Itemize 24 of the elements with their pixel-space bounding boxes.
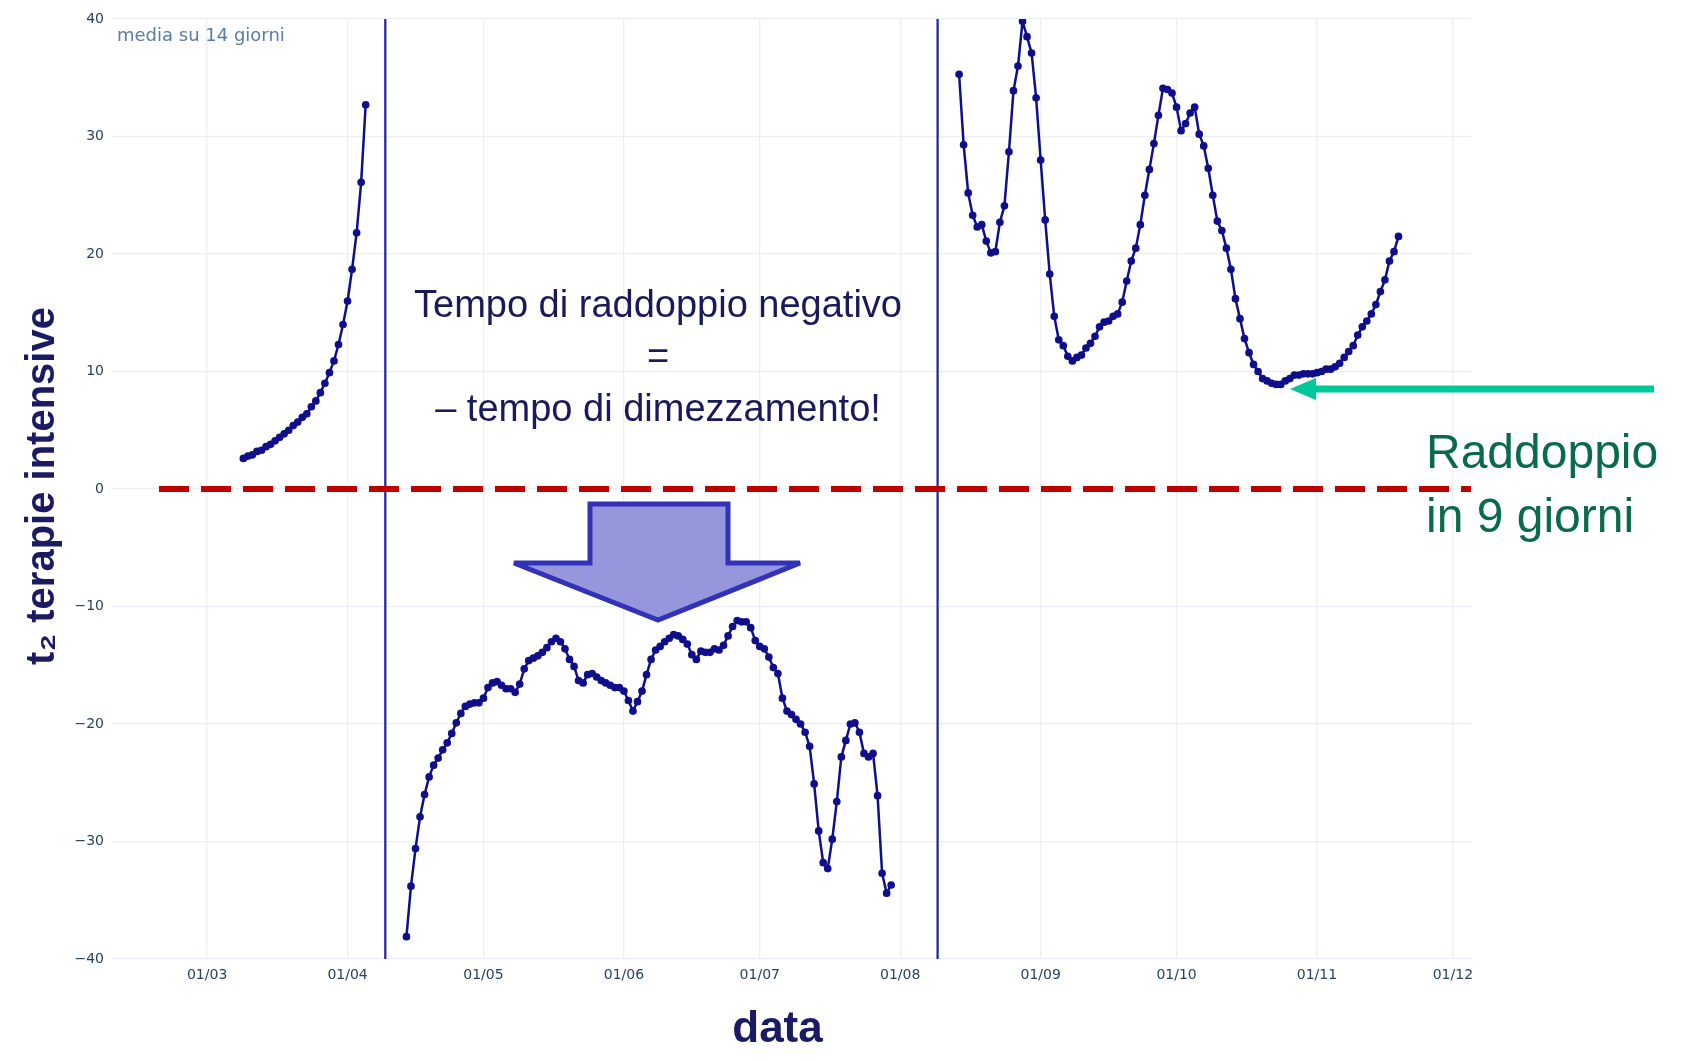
y-tick-label: −10: [74, 597, 104, 614]
y-tick-label: −20: [74, 714, 104, 731]
y-tick-label: −30: [74, 832, 104, 849]
x-tick-label: 01/05: [463, 966, 504, 983]
y-tick-label: 40: [86, 9, 104, 26]
y-tick-label: −40: [74, 949, 104, 966]
x-tick-label: 01/03: [186, 966, 228, 983]
x-tick-label: 01/10: [1156, 966, 1197, 983]
x-tick-label: 01/08: [880, 966, 921, 983]
y-tick-label: 30: [86, 127, 104, 144]
y-tick-label: 10: [86, 362, 104, 379]
y-tick-label: 20: [86, 244, 104, 261]
y-tick-label: 0: [95, 479, 104, 496]
annotation: Raddoppio in 9 giorni: [1426, 425, 1659, 543]
x-tick-label: 01/06: [603, 966, 645, 983]
y-axis-title: t₂ terapie intensive: [18, 307, 63, 665]
x-axis-title: data: [732, 1002, 824, 1052]
x-tick-label: 01/04: [327, 966, 368, 983]
chart-title: media su 14 giorni: [117, 23, 285, 45]
annotation: Tempo di raddoppio negativo = – tempo di dimezzamento!: [413, 283, 903, 430]
x-tick-label: 01/11: [1296, 966, 1338, 983]
x-tick-label: 01/07: [739, 966, 780, 983]
x-tick-label: 01/12: [1432, 966, 1474, 983]
x-tick-label: 01/09: [1020, 966, 1061, 983]
